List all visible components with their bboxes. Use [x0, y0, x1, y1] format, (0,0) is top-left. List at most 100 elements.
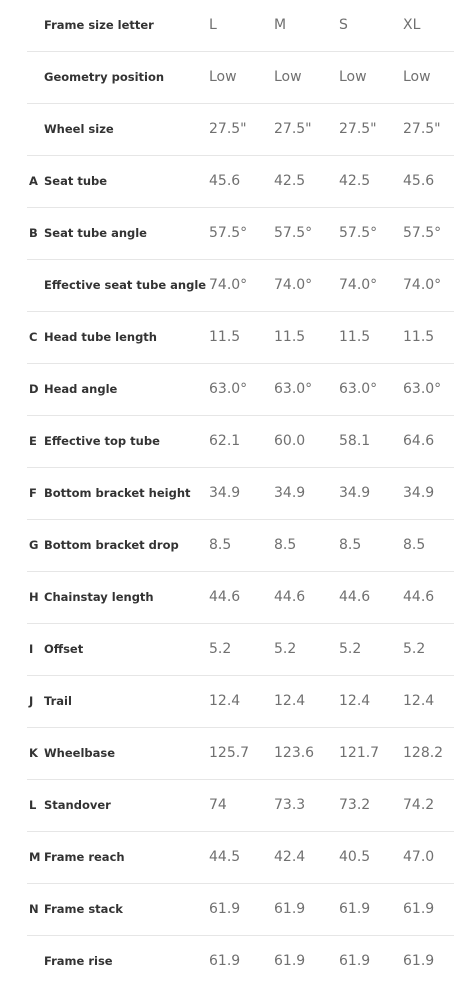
table-row: H Chainstay length 44.6 44.6 44.6 44.6: [27, 572, 454, 624]
table-cell: 57.5°: [339, 225, 378, 241]
table-cell: 63.0°: [403, 381, 442, 397]
table-row: Wheel size 27.5" 27.5" 27.5" 27.5": [27, 104, 454, 156]
table-cell: 44.6: [209, 589, 241, 605]
table-cell: 12.4: [274, 693, 306, 709]
table-cell: 125.7: [209, 745, 250, 761]
table-cell: 8.5: [274, 537, 297, 553]
table-cell: Low: [339, 69, 367, 85]
dimension-letter: E: [29, 434, 37, 448]
table-row: E Effective top tube 62.1 60.0 58.1 64.6: [27, 416, 454, 468]
table-cell: Low: [209, 69, 237, 85]
row-label: Head angle: [44, 382, 118, 396]
table-cell: 121.7: [339, 745, 380, 761]
row-label: Frame stack: [44, 902, 123, 916]
table-cell: 63.0°: [209, 381, 248, 397]
table-cell: 42.5: [274, 173, 306, 189]
header-label: Frame size letter: [44, 18, 154, 32]
table-cell: Low: [403, 69, 431, 85]
header-row: Frame size letter L M S XL: [27, 0, 454, 52]
table-cell: 58.1: [339, 433, 371, 449]
table-row: Frame rise 61.9 61.9 61.9 61.9: [27, 936, 454, 988]
table-cell: 44.6: [403, 589, 435, 605]
table-cell: 61.9: [403, 953, 435, 969]
table-cell: 74: [209, 797, 227, 813]
table-cell: 40.5: [339, 849, 371, 865]
dimension-letter: K: [29, 746, 38, 760]
table-cell: 128.2: [403, 745, 444, 761]
table-cell: 5.2: [209, 641, 232, 657]
table-cell: 5.2: [403, 641, 426, 657]
table-row: B Seat tube angle 57.5° 57.5° 57.5° 57.5°: [27, 208, 454, 260]
table-row: M Frame reach 44.5 42.4 40.5 47.0: [27, 832, 454, 884]
table-row: J Trail 12.4 12.4 12.4 12.4: [27, 676, 454, 728]
table-cell: 5.2: [274, 641, 297, 657]
table-cell: 44.5: [209, 849, 241, 865]
row-label: Frame reach: [44, 850, 125, 864]
table-row: F Bottom bracket height 34.9 34.9 34.9 34.9: [27, 468, 454, 520]
table-cell: 44.6: [339, 589, 371, 605]
table-cell: 42.5: [339, 173, 371, 189]
dimension-letter: L: [29, 798, 37, 812]
table-row: L Standover 74 73.3 73.2 74.2: [27, 780, 454, 832]
table-cell: 74.2: [403, 797, 435, 813]
dimension-letter: F: [29, 486, 37, 500]
dimension-letter: M: [29, 850, 41, 864]
dimension-letter: N: [29, 902, 39, 916]
table-cell: 73.2: [339, 797, 371, 813]
row-label: Chainstay length: [44, 590, 154, 604]
dimension-letter: G: [29, 538, 39, 552]
table-body: Geometry position Low Low Low Low Wheel size 2…: [0, 52, 461, 988]
table-cell: 34.9: [403, 485, 435, 501]
dimension-letter: J: [29, 694, 34, 708]
table-cell: 61.9: [209, 901, 241, 917]
table-cell: 74.0°: [403, 277, 442, 293]
table-cell: 27.5": [339, 121, 377, 137]
table-cell: 45.6: [209, 173, 241, 189]
dimension-letter: C: [29, 330, 38, 344]
row-label: Offset: [44, 642, 84, 656]
header-cell: S: [339, 17, 348, 33]
dimension-letter: D: [29, 382, 39, 396]
table-cell: 61.9: [403, 901, 435, 917]
table-cell: 60.0: [274, 433, 306, 449]
table-cell: 34.9: [339, 485, 371, 501]
table-row: I Offset 5.2 5.2 5.2 5.2: [27, 624, 454, 676]
table-cell: 8.5: [339, 537, 362, 553]
table-cell: 61.9: [339, 901, 371, 917]
dimension-letter: I: [29, 642, 34, 656]
row-label: Seat tube angle: [44, 226, 147, 240]
table-row: A Seat tube 45.6 42.5 42.5 45.6: [27, 156, 454, 208]
table-cell: Low: [274, 69, 302, 85]
table-cell: 74.0°: [274, 277, 313, 293]
table-cell: 11.5: [339, 329, 371, 345]
row-label: Wheel size: [44, 122, 114, 136]
table-row: Geometry position Low Low Low Low: [27, 52, 454, 104]
row-label: Bottom bracket drop: [44, 538, 179, 552]
row-label: Bottom bracket height: [44, 486, 191, 500]
table-row: Effective seat tube angle 74.0° 74.0° 74.0°…: [27, 260, 454, 312]
table-row: K Wheelbase 125.7 123.6 121.7 128.2: [27, 728, 454, 780]
table-cell: 62.1: [209, 433, 241, 449]
table-cell: 5.2: [339, 641, 362, 657]
header-cell: XL: [403, 17, 421, 33]
table-row: N Frame stack 61.9 61.9 61.9 61.9: [27, 884, 454, 936]
table-cell: 27.5": [209, 121, 247, 137]
table-cell: 8.5: [403, 537, 426, 553]
table-cell: 63.0°: [274, 381, 313, 397]
table-cell: 12.4: [209, 693, 241, 709]
table-cell: 57.5°: [209, 225, 248, 241]
table-row: D Head angle 63.0° 63.0° 63.0° 63.0°: [27, 364, 454, 416]
table-cell: 27.5": [403, 121, 441, 137]
table-cell: 57.5°: [274, 225, 313, 241]
table-cell: 12.4: [403, 693, 435, 709]
row-label: Frame rise: [44, 954, 113, 968]
table-cell: 42.4: [274, 849, 306, 865]
row-label: Standover: [44, 798, 111, 812]
table-row: G Bottom bracket drop 8.5 8.5 8.5 8.5: [27, 520, 454, 572]
table-cell: 61.9: [339, 953, 371, 969]
table-cell: 74.0°: [339, 277, 378, 293]
dimension-letter: A: [29, 174, 38, 188]
table-cell: 11.5: [403, 329, 435, 345]
table-cell: 64.6: [403, 433, 435, 449]
